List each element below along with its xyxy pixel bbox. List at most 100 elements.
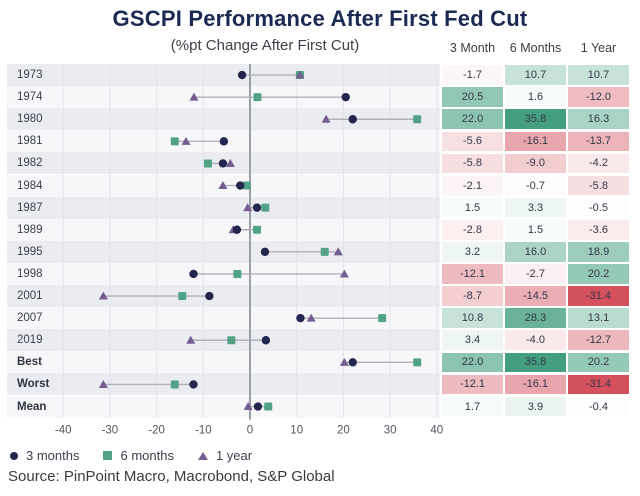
source-note: Source: PinPoint Macro, Macrobond, S&P G… — [8, 468, 335, 485]
row-label: 1973 — [17, 69, 43, 82]
chart-row-band: Best — [7, 351, 440, 374]
table-cell: 10.7 — [568, 65, 629, 85]
row-label: 2007 — [17, 312, 43, 325]
table-cell: -2.1 — [442, 175, 503, 196]
page-title: GSCPI Performance After First Fed Cut — [112, 6, 528, 31]
table-cell: 10.8 — [442, 308, 503, 328]
table-cell: -31.4 — [568, 286, 629, 306]
table-cell: 16.0 — [505, 242, 566, 262]
table-cell: -1.7 — [442, 65, 503, 85]
row-label: 1998 — [17, 267, 43, 280]
table-header-3-month: 3 Month — [449, 41, 496, 55]
row-label: 1982 — [17, 157, 43, 170]
table-cell: 18.9 — [568, 242, 629, 262]
table-header-6-months: 6 Months — [509, 41, 562, 55]
table-cell: -4.2 — [568, 153, 629, 174]
table-cell: 3.3 — [505, 197, 566, 218]
table-cell: 1.6 — [505, 87, 566, 107]
chart-row-band: 1982 — [7, 152, 440, 175]
table-cell: -16.1 — [505, 131, 566, 152]
x-tick-label: 0 — [247, 425, 253, 437]
circle-marker-icon — [10, 451, 18, 460]
table-cell: -0.7 — [505, 175, 566, 196]
chart-row-band: 1998 — [7, 262, 440, 285]
table-cell: -2.7 — [505, 264, 566, 284]
table-cell: -5.8 — [568, 175, 629, 196]
legend-label: 3 months — [26, 448, 80, 463]
table-cell: 3.2 — [442, 242, 503, 262]
legend-label: 1 year — [215, 448, 253, 463]
legend-item-3-months: 3 months — [10, 448, 79, 463]
row-label: 2019 — [17, 334, 43, 347]
x-tick-label: -30 — [102, 425, 119, 437]
x-tick-label: 40 — [430, 425, 443, 437]
table-cell: 20.5 — [442, 87, 503, 107]
square-marker-icon — [103, 451, 113, 460]
table-cell: -3.6 — [568, 219, 629, 240]
table-cell: 28.3 — [505, 308, 566, 328]
table-cell: -0.5 — [568, 197, 629, 218]
table-cell: -5.6 — [442, 131, 503, 152]
row-label: 1980 — [17, 113, 43, 126]
row-label: 1974 — [17, 91, 43, 104]
table-cell: -12.0 — [568, 87, 629, 107]
table-cell: -13.7 — [568, 131, 629, 152]
x-tick-label: -20 — [148, 425, 165, 437]
legend-item-6-months: 6 months — [103, 448, 174, 463]
chart-row-band: Mean — [7, 395, 440, 418]
table-cell: 22.0 — [442, 109, 503, 130]
chart-row-band: 2001 — [7, 285, 440, 308]
table-cell: 35.8 — [505, 109, 566, 130]
chart-row-band: Worst — [7, 373, 440, 396]
row-label: Mean — [17, 400, 47, 413]
row-label: 2001 — [17, 290, 43, 303]
table-cell: -12.1 — [442, 374, 503, 395]
table-cell: -9.0 — [505, 153, 566, 174]
table-cell: -5.8 — [442, 153, 503, 174]
chart-row-band: 2007 — [7, 307, 440, 330]
chart-row-band: 1989 — [7, 218, 440, 241]
legend-label: 6 months — [120, 448, 174, 463]
chart-row-band: 1995 — [7, 240, 440, 263]
legend-item-1-year: 1 year — [197, 448, 253, 463]
table-cell: 3.9 — [505, 396, 566, 417]
x-tick-label: 10 — [290, 425, 303, 437]
table-cell: -14.5 — [505, 286, 566, 306]
chart-row-band: 1981 — [7, 130, 440, 153]
table-cell: 20.2 — [568, 264, 629, 284]
table-cell: 1.7 — [442, 396, 503, 417]
chart-subtitle: (%pt Change After First Cut) — [170, 37, 360, 54]
table-cell: 20.2 — [568, 352, 629, 373]
x-tick-label: -10 — [195, 425, 212, 437]
table-cell: -16.1 — [505, 374, 566, 395]
table-cell: 35.8 — [505, 352, 566, 373]
row-label: Best — [17, 356, 42, 369]
table-cell: -2.8 — [442, 219, 503, 240]
chart-row-band: 1974 — [7, 86, 440, 109]
chart-legend: 3 months 6 months 1 year — [10, 448, 252, 463]
table-cell: 1.5 — [505, 219, 566, 240]
chart-row-band: 1984 — [7, 174, 440, 197]
row-label: 1981 — [17, 135, 43, 148]
x-tick-label: 30 — [384, 425, 397, 437]
table-cell: -0.4 — [568, 396, 629, 417]
table-cell: -4.0 — [505, 330, 566, 351]
table-cell: -12.1 — [442, 264, 503, 284]
table-cell: -12.7 — [568, 330, 629, 351]
x-tick-label: 20 — [337, 425, 350, 437]
table-cell: 13.1 — [568, 308, 629, 328]
table-cell: 3.4 — [442, 330, 503, 351]
table-cell: 22.0 — [442, 352, 503, 373]
table-cell: -8.7 — [442, 286, 503, 306]
chart-row-band: 1973 — [7, 64, 440, 87]
chart-row-band: 1980 — [7, 108, 440, 131]
row-label: 1987 — [17, 201, 43, 214]
triangle-marker-icon — [197, 451, 208, 460]
row-label: 1989 — [17, 223, 43, 236]
table-cell: 10.7 — [505, 65, 566, 85]
table-header-1-year: 1 Year — [580, 41, 617, 55]
table-cell: -31.4 — [568, 374, 629, 395]
row-label: Worst — [17, 378, 50, 391]
table-cell: 1.5 — [442, 197, 503, 218]
